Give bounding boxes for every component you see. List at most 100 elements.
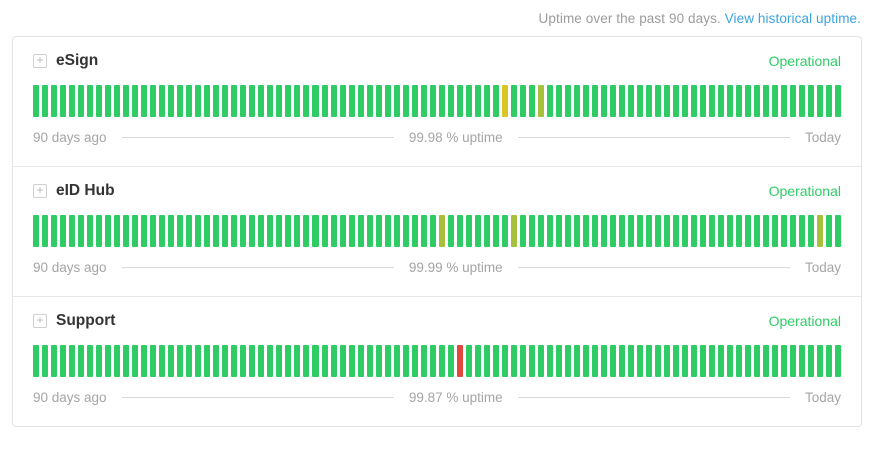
day-bar[interactable] bbox=[808, 85, 815, 117]
day-bar[interactable] bbox=[492, 85, 499, 117]
day-bar[interactable] bbox=[195, 85, 202, 117]
day-bar[interactable] bbox=[150, 85, 157, 117]
day-bar[interactable] bbox=[168, 345, 175, 377]
day-bar[interactable] bbox=[132, 85, 139, 117]
day-bar[interactable] bbox=[501, 345, 508, 377]
day-bar[interactable] bbox=[177, 345, 184, 377]
day-bar[interactable] bbox=[78, 215, 85, 247]
day-bar[interactable] bbox=[42, 215, 49, 247]
day-bar[interactable] bbox=[709, 85, 716, 117]
day-bar[interactable] bbox=[718, 345, 725, 377]
day-bar[interactable] bbox=[249, 85, 256, 117]
day-bar[interactable] bbox=[664, 215, 671, 247]
day-bar[interactable] bbox=[276, 215, 283, 247]
day-bar[interactable] bbox=[835, 85, 842, 117]
day-bar[interactable] bbox=[745, 215, 752, 247]
day-bar[interactable] bbox=[763, 345, 770, 377]
day-bar[interactable] bbox=[610, 345, 617, 377]
day-bar[interactable] bbox=[114, 345, 121, 377]
day-bar[interactable] bbox=[655, 215, 662, 247]
day-bar[interactable] bbox=[132, 215, 139, 247]
day-bar[interactable] bbox=[411, 345, 418, 377]
day-bar[interactable] bbox=[213, 215, 220, 247]
day-bar[interactable] bbox=[600, 345, 607, 377]
day-bar[interactable] bbox=[231, 345, 238, 377]
day-bar[interactable] bbox=[817, 85, 824, 117]
day-bar[interactable] bbox=[267, 215, 274, 247]
day-bar[interactable] bbox=[456, 85, 463, 117]
day-bar[interactable] bbox=[51, 215, 58, 247]
day-bar[interactable] bbox=[799, 85, 806, 117]
day-bar[interactable] bbox=[745, 85, 752, 117]
day-bar[interactable] bbox=[159, 215, 166, 247]
day-bar[interactable] bbox=[763, 215, 770, 247]
day-bar[interactable] bbox=[673, 215, 680, 247]
day-bar[interactable] bbox=[141, 215, 148, 247]
day-bar[interactable] bbox=[33, 345, 40, 377]
expand-plus-icon[interactable]: + bbox=[33, 184, 47, 198]
day-bar[interactable] bbox=[51, 85, 58, 117]
day-bar[interactable] bbox=[411, 215, 418, 247]
expand-plus-icon[interactable]: + bbox=[33, 314, 47, 328]
day-bar[interactable] bbox=[573, 85, 580, 117]
day-bar[interactable] bbox=[447, 345, 454, 377]
day-bar[interactable] bbox=[357, 215, 364, 247]
day-bar[interactable] bbox=[60, 85, 67, 117]
day-bar[interactable] bbox=[213, 345, 220, 377]
day-bar[interactable] bbox=[600, 85, 607, 117]
day-bar[interactable] bbox=[465, 215, 472, 247]
day-bar[interactable] bbox=[465, 85, 472, 117]
expand-plus-icon[interactable]: + bbox=[33, 54, 47, 68]
day-bar[interactable] bbox=[123, 345, 130, 377]
day-bar[interactable] bbox=[673, 345, 680, 377]
day-bar[interactable] bbox=[492, 345, 499, 377]
day-bar[interactable] bbox=[222, 215, 229, 247]
day-bar[interactable] bbox=[87, 215, 94, 247]
day-bar[interactable] bbox=[628, 345, 635, 377]
day-bar[interactable] bbox=[204, 345, 211, 377]
day-bar[interactable] bbox=[114, 215, 121, 247]
day-bar[interactable] bbox=[42, 345, 49, 377]
day-bar[interactable] bbox=[123, 215, 130, 247]
day-bar[interactable] bbox=[366, 215, 373, 247]
day-bar[interactable] bbox=[168, 215, 175, 247]
day-bar[interactable] bbox=[276, 85, 283, 117]
day-bar[interactable] bbox=[646, 85, 653, 117]
day-bar[interactable] bbox=[294, 345, 301, 377]
day-bar[interactable] bbox=[402, 85, 409, 117]
day-bar[interactable] bbox=[69, 215, 76, 247]
day-bar[interactable] bbox=[528, 345, 535, 377]
day-bar[interactable] bbox=[303, 85, 310, 117]
day-bar[interactable] bbox=[249, 345, 256, 377]
day-bar[interactable] bbox=[691, 215, 698, 247]
day-bar[interactable] bbox=[799, 215, 806, 247]
day-bar[interactable] bbox=[700, 215, 707, 247]
day-bar[interactable] bbox=[105, 345, 112, 377]
day-bar[interactable] bbox=[60, 215, 67, 247]
day-bar[interactable] bbox=[114, 85, 121, 117]
day-bar[interactable] bbox=[420, 85, 427, 117]
day-bar[interactable] bbox=[781, 345, 788, 377]
day-bar[interactable] bbox=[213, 85, 220, 117]
day-bar[interactable] bbox=[411, 85, 418, 117]
day-bar[interactable] bbox=[646, 215, 653, 247]
day-bar[interactable] bbox=[564, 345, 571, 377]
day-bar[interactable] bbox=[591, 345, 598, 377]
day-bar[interactable] bbox=[790, 215, 797, 247]
day-bar[interactable] bbox=[69, 345, 76, 377]
day-bar[interactable] bbox=[664, 85, 671, 117]
day-bar[interactable] bbox=[835, 215, 842, 247]
day-bar[interactable] bbox=[781, 215, 788, 247]
day-bar[interactable] bbox=[546, 345, 553, 377]
day-bar[interactable] bbox=[537, 85, 544, 117]
day-bar[interactable] bbox=[510, 85, 517, 117]
day-bar[interactable] bbox=[727, 345, 734, 377]
day-bar[interactable] bbox=[402, 345, 409, 377]
day-bar[interactable] bbox=[141, 85, 148, 117]
day-bar[interactable] bbox=[240, 345, 247, 377]
day-bar[interactable] bbox=[817, 345, 824, 377]
day-bar[interactable] bbox=[673, 85, 680, 117]
day-bar[interactable] bbox=[375, 345, 382, 377]
day-bar[interactable] bbox=[231, 85, 238, 117]
day-bar[interactable] bbox=[267, 345, 274, 377]
